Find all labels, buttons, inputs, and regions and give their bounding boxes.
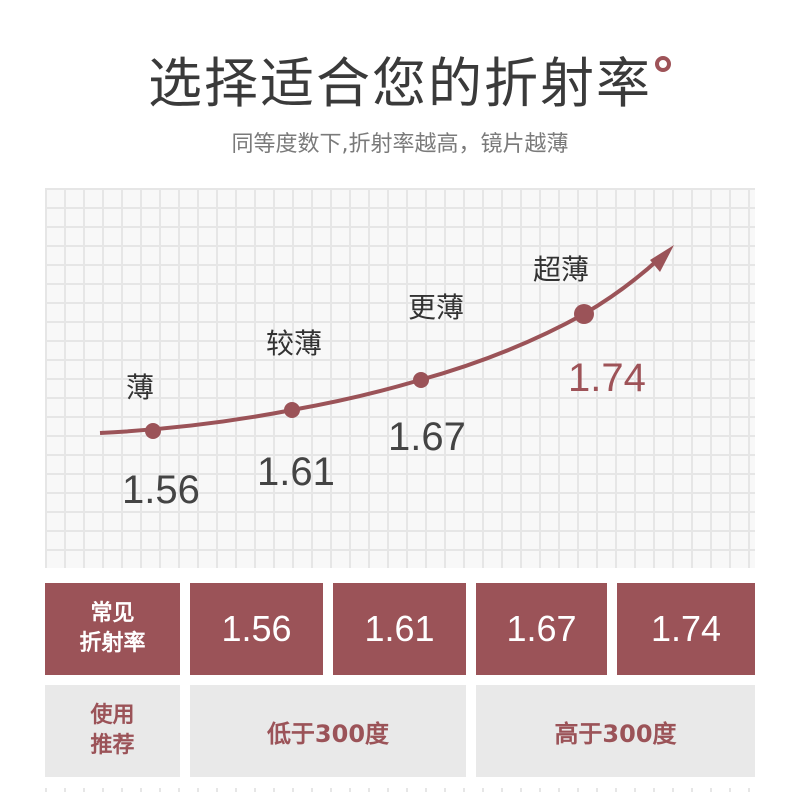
value-1-61: 1.61 [257, 450, 335, 494]
degree-ring-icon [655, 56, 671, 72]
point-1-67 [413, 372, 429, 388]
recommend-below-300: 低于300度 [190, 685, 466, 777]
index-cell-1-61: 1.61 [333, 583, 466, 675]
value-1-67: 1.67 [388, 415, 466, 459]
bottom-grid-strip [45, 788, 755, 792]
label-even-thinner: 更薄 [408, 291, 465, 324]
recommend-above-300: 高于300度 [476, 685, 755, 777]
arrow-head-icon [650, 245, 674, 272]
recommendation-header: 使用 推荐 [45, 685, 180, 777]
index-cell-1-56: 1.56 [190, 583, 323, 675]
point-1-74 [574, 304, 594, 324]
page-subtitle: 同等度数下,折射率越高，镜片越薄 [231, 132, 569, 157]
value-1-56: 1.56 [122, 468, 200, 512]
grid-background [45, 188, 755, 568]
label-thin: 薄 [126, 371, 155, 404]
point-1-61 [284, 402, 300, 418]
index-cell-1-74: 1.74 [617, 583, 755, 675]
value-1-74: 1.74 [568, 356, 646, 400]
index-cell-1-67: 1.67 [476, 583, 607, 675]
label-ultra-thin: 超薄 [533, 253, 590, 286]
label-thinner: 较薄 [266, 327, 323, 360]
page-title: 选择适合您的折射率 [148, 52, 652, 115]
point-1-56 [145, 423, 161, 439]
refractive-index-header: 常见 折射率 [45, 583, 180, 675]
